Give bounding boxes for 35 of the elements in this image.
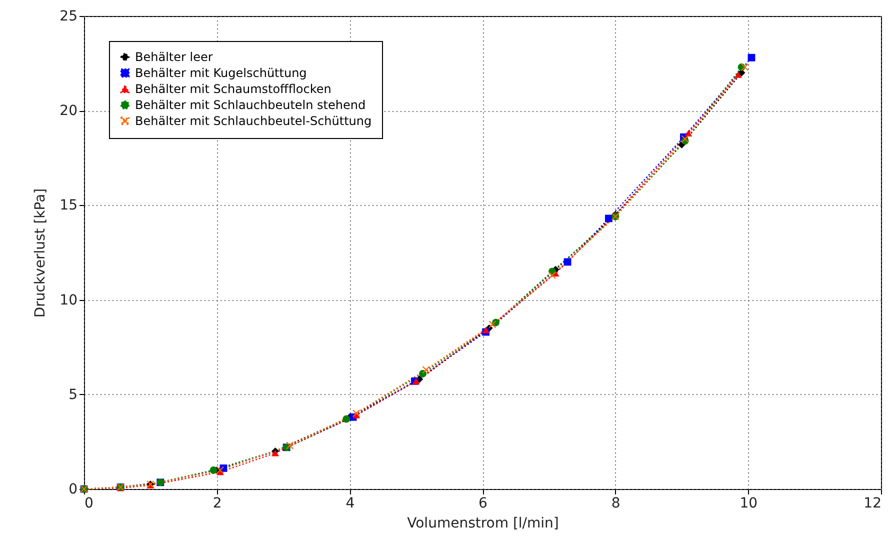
legend-label: Behälter mit Schlauchbeuteln stehend: [135, 98, 366, 112]
point: [272, 450, 279, 456]
point: [286, 442, 294, 450]
point: [488, 320, 496, 328]
point: [684, 130, 692, 137]
point: [342, 415, 350, 423]
y-tick-label: 10: [60, 292, 78, 308]
point: [741, 63, 749, 71]
y-tick-label: 20: [60, 103, 78, 120]
point: [352, 410, 360, 418]
y-tick-label: 15: [60, 198, 78, 214]
point: [604, 214, 612, 222]
y-axis-title: Druckverlust [kPa]: [32, 188, 49, 318]
x-tick-label: 12: [864, 496, 882, 512]
point: [748, 54, 756, 62]
x-tick-label: 0: [84, 496, 94, 512]
x-tick-label: 8: [611, 496, 620, 512]
y-tick-label: 25: [60, 8, 78, 24]
point: [734, 71, 742, 78]
legend-label: Behälter mit Schlauchbeutel-Schüttung: [135, 114, 372, 128]
x-tick-label: 10: [740, 496, 758, 512]
legend-label: Behälter mit Schaumstoffflocken: [135, 82, 332, 96]
point: [548, 271, 556, 279]
point: [216, 466, 224, 474]
point: [210, 466, 218, 474]
point: [482, 326, 490, 334]
x-tick-label: 6: [478, 496, 488, 512]
legend-label: Behälter mit Kugelschüttung: [135, 66, 307, 80]
legend-label: Behälter leer: [135, 50, 213, 64]
x-tick-label: 4: [346, 496, 355, 512]
y-tick-label: 5: [68, 386, 78, 403]
y-tick-label: 0: [68, 482, 78, 498]
x-axis-title: Volumenstrom [l/min]: [407, 516, 559, 532]
x-tick-label: 2: [212, 496, 222, 512]
point: [419, 370, 426, 378]
